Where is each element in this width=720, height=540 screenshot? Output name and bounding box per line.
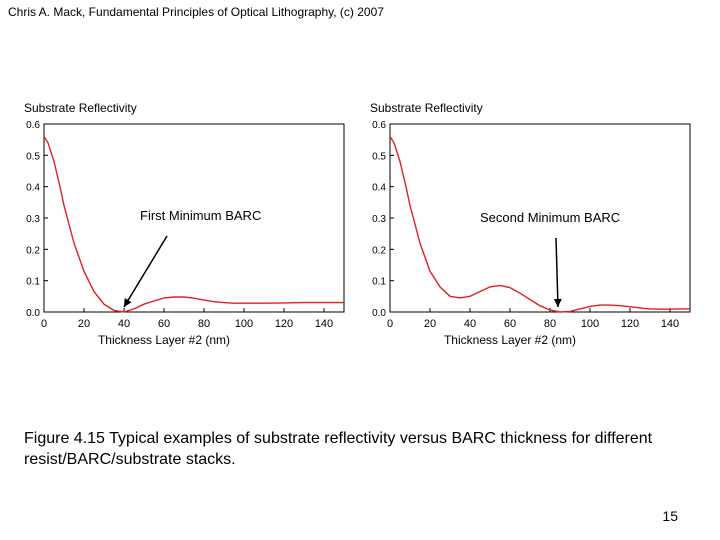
- x-tick-label: 100: [235, 318, 253, 330]
- y-tick-label: 0.3: [372, 214, 386, 225]
- x-tick-label: 120: [275, 318, 293, 330]
- chart-first-minimum: Substrate Reflectivity 0.0 0.1 0.2 0.3 0.4 0.5…: [24, 101, 345, 347]
- y-tick-label: 0.0: [372, 308, 386, 319]
- annotation-arrow-head: [124, 298, 132, 307]
- chart-title: Substrate Reflectivity: [370, 101, 483, 115]
- x-axis-label: Thickness Layer #2 (nm): [98, 333, 230, 347]
- y-tick-label: 0.1: [372, 277, 386, 288]
- y-tick-label: 0.6: [26, 120, 40, 131]
- x-tick-label: 80: [198, 318, 210, 330]
- x-tick-label: 120: [621, 318, 639, 330]
- x-tick-label: 60: [158, 318, 170, 330]
- x-tick-label: 0: [41, 318, 47, 330]
- chart-title: Substrate Reflectivity: [24, 101, 137, 115]
- figure-caption: Figure 4.15 Typical examples of substrat…: [24, 430, 653, 468]
- x-tick-label: 40: [464, 318, 476, 330]
- y-tick-label: 0.1: [26, 277, 40, 288]
- y-tick-label: 0.5: [26, 151, 40, 162]
- y-tick-label: 0.4: [372, 183, 386, 194]
- x-tick-label: 0: [387, 318, 393, 330]
- chart-second-minimum: Substrate Reflectivity 0.0 0.1 0.2 0.3 0.4 0.5…: [370, 101, 691, 347]
- x-tick-label: 100: [581, 318, 599, 330]
- x-tick-label: 20: [424, 318, 436, 330]
- x-tick-label: 80: [544, 318, 556, 330]
- y-tick-label: 0.0: [26, 308, 40, 319]
- annotation-arrow-line: [123, 235, 168, 308]
- y-tick-label: 0.4: [26, 183, 40, 194]
- x-tick-label: 60: [504, 318, 516, 330]
- y-tick-label: 0.2: [26, 245, 40, 256]
- annotation-label: Second Minimum BARC: [480, 210, 620, 225]
- annotation-arrow-head: [553, 298, 562, 307]
- y-tick-label: 0.3: [26, 214, 40, 225]
- y-tick-label: 0.5: [372, 151, 386, 162]
- series-line: [389, 136, 690, 313]
- header-citation: Chris A. Mack, Fundamental Principles of…: [8, 5, 384, 19]
- x-tick-label: 140: [315, 318, 333, 330]
- y-tick-label: 0.2: [372, 245, 386, 256]
- annotation-label: First Minimum BARC: [140, 208, 261, 223]
- y-tick-label: 0.6: [372, 120, 386, 131]
- annotation-arrow-line: [555, 237, 559, 308]
- x-tick-label: 20: [78, 318, 90, 330]
- x-tick-label: 140: [661, 318, 679, 330]
- page-number: 15: [662, 508, 678, 524]
- x-tick-label: 40: [118, 318, 130, 330]
- x-axis-label: Thickness Layer #2 (nm): [444, 333, 576, 347]
- series-line: [43, 136, 344, 313]
